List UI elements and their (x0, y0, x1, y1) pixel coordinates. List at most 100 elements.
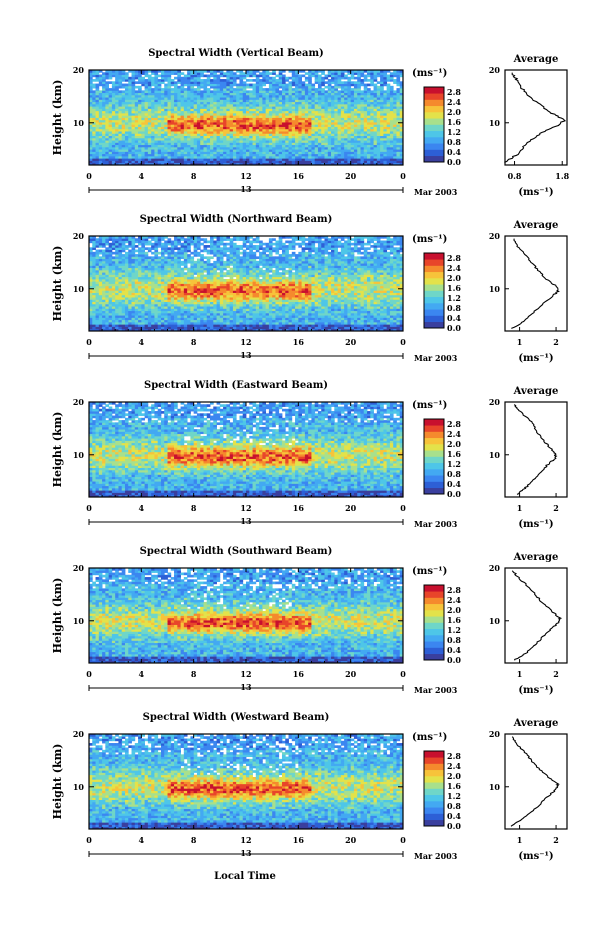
heatmap-cell (193, 315, 198, 318)
heatmap-cell (98, 90, 103, 94)
heatmap-cell (295, 124, 299, 127)
heatmap-cell (350, 88, 355, 91)
heatmap-cell (265, 315, 270, 318)
heatmap-cell (203, 74, 208, 78)
heatmap-cell (324, 124, 329, 127)
heatmap-cell (246, 112, 250, 116)
heatmap-cell (196, 88, 201, 91)
heatmap-cell (196, 124, 201, 127)
heatmap-cell (229, 112, 234, 116)
heatmap-cell (138, 85, 142, 89)
heatmap-cell (383, 76, 388, 80)
heatmap-cell (278, 76, 283, 80)
heatmap-cell (337, 315, 342, 318)
heatmap-cell (288, 112, 293, 116)
heatmap-cell (154, 135, 159, 139)
heatmap-cell (193, 135, 198, 139)
heatmap-cell (301, 88, 306, 91)
heatmap-cell (396, 88, 401, 91)
heatmap-cell (95, 135, 100, 139)
heatmap-cell (124, 149, 129, 152)
heatmap-cell (121, 124, 126, 127)
heatmap-cell (138, 135, 142, 139)
heatmap-cell (193, 160, 198, 164)
heatmap-cell (347, 101, 352, 105)
heatmap-cell (285, 76, 289, 80)
heatmap-cell (304, 72, 309, 75)
heatmap-cell (92, 83, 96, 87)
x-tick-label: 8 (191, 171, 197, 181)
heatmap-cell (334, 135, 338, 139)
heatmap-cell (236, 112, 240, 116)
heatmap-cell (311, 149, 316, 152)
heatmap-cell (213, 101, 217, 105)
heatmap-cell (160, 76, 165, 80)
heatmap-cell (203, 160, 208, 164)
heatmap-cell (164, 88, 168, 91)
heatmap-cell (298, 76, 302, 80)
heatmap-cell (380, 326, 384, 330)
heatmap-cell (108, 315, 113, 318)
heatmap-cell (151, 124, 155, 127)
heatmap-cell (324, 315, 329, 318)
heatmap-cell (255, 76, 260, 80)
heatmap-cell (102, 72, 106, 75)
heatmap-cell (213, 326, 217, 330)
heatmap-cell (386, 101, 391, 105)
heatmap-cell (360, 135, 365, 139)
heatmap-cell (203, 88, 208, 91)
heatmap-cell (376, 101, 381, 105)
heatmap-cell (353, 315, 358, 318)
heatmap-cell (324, 135, 329, 139)
heatmap-cell (295, 315, 299, 318)
heatmap-cell (337, 135, 342, 139)
heatmap-cell (373, 112, 378, 116)
heatmap-cell (196, 160, 201, 164)
heatmap-cell (383, 326, 388, 330)
heatmap-cell (193, 326, 198, 330)
heatmap-cell (128, 326, 132, 330)
heatmap-cell (210, 101, 214, 105)
heatmap-cell (334, 149, 338, 152)
heatmap-cell (232, 76, 237, 80)
heatmap-cell (389, 124, 394, 127)
heatmap-cell (174, 88, 178, 91)
heatmap-cell (102, 315, 106, 318)
heatmap-cell (393, 101, 397, 105)
heatmap-cell (301, 74, 306, 78)
heatmap-cell (216, 326, 221, 330)
heatmap-cell (206, 135, 211, 139)
colorbar-tick-label: 1.2 (447, 127, 461, 137)
colorbar-swatch (424, 118, 444, 125)
heatmap-cell (154, 160, 159, 164)
heatmap-cell (314, 112, 319, 116)
heatmap-cell (321, 326, 325, 330)
heatmap-cell (160, 135, 165, 139)
heatmap-cell (386, 160, 391, 164)
heatmap-cell (164, 149, 168, 152)
heatmap-cell (236, 326, 240, 330)
heatmap-cell (259, 88, 263, 91)
heatmap-cell (314, 149, 319, 152)
heatmap-cell (383, 135, 388, 139)
heatmap-cell (350, 124, 355, 127)
heatmap-cell (226, 135, 231, 139)
heatmap-cell (141, 135, 145, 139)
heatmap-cell (383, 112, 388, 116)
heatmap-cell (141, 124, 145, 127)
heatmap-cell (259, 124, 263, 127)
heatmap-cell (210, 112, 214, 116)
heatmap-cell (154, 124, 159, 127)
heatmap-cell (177, 88, 181, 91)
heatmap-cell (216, 135, 221, 139)
heatmap-cell (223, 124, 227, 127)
heatmap-cell (311, 135, 316, 139)
heatmap-cell (367, 135, 371, 139)
heatmap-cell (157, 149, 162, 152)
heatmap-cell (134, 124, 139, 127)
heatmap-cell (357, 88, 361, 91)
heatmap-cell (285, 160, 289, 164)
heatmap-cell (314, 124, 319, 127)
heatmap-cell (252, 135, 257, 139)
heatmap-cell (334, 160, 338, 164)
